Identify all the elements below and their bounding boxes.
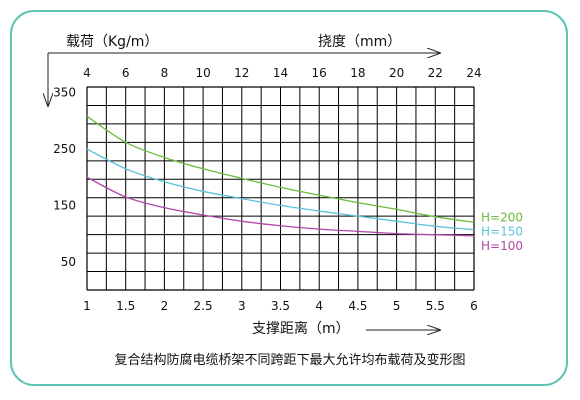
- x-tick-label: 4: [315, 299, 323, 313]
- y-tick-label: 350: [53, 86, 76, 100]
- x2-tick-label: 16: [312, 66, 327, 80]
- series-label-h150: H=150: [481, 225, 523, 239]
- label-layer: 1 1.5 2 2.5 3 3.5 4 4.5 5 5.5 6 4 6 8 10 12 14 16 18 20 22 24…: [53, 66, 523, 313]
- x2-tick-label: 4: [83, 66, 91, 80]
- x-tick-label: 5: [393, 299, 401, 313]
- top-right-label: 挠度（mm）: [318, 34, 401, 50]
- series-line-h150: [86, 148, 475, 231]
- x2-tick-label: 18: [350, 66, 365, 80]
- x2-tick-label: 24: [466, 66, 481, 80]
- x-tick-label: 2: [161, 299, 169, 313]
- x-tick-label: 1.5: [116, 299, 135, 313]
- y-tick-label: 50: [61, 255, 76, 269]
- y-tick-label: 150: [53, 198, 76, 212]
- grid-layer: [86, 86, 475, 291]
- series-line-h100: [86, 176, 475, 237]
- x-tick-label: 2.5: [194, 299, 213, 313]
- bottom-label: 支撑距离（m）: [252, 320, 350, 337]
- x2-tick-label: 10: [195, 66, 210, 80]
- x-tick-label: 1: [83, 299, 91, 313]
- x2-tick-label: 22: [428, 66, 443, 80]
- y-tick-label: 250: [53, 142, 76, 156]
- chart-caption: 复合结构防腐电缆桥架不同跨距下最大允许均布载荷及变形图: [114, 353, 466, 368]
- x2-tick-label: 8: [161, 66, 169, 80]
- x-tick-label: 6: [470, 299, 478, 313]
- x-tick-label: 3.5: [271, 299, 290, 313]
- chart-frame: [10, 10, 568, 386]
- series-line-h200: [86, 115, 475, 223]
- top-left-label: 载荷（Kg/m）: [66, 34, 158, 50]
- x2-tick-label: 20: [389, 66, 404, 80]
- x2-tick-label: 12: [234, 66, 249, 80]
- x-tick-label: 3: [238, 299, 246, 313]
- series-label-h100: H=100: [481, 239, 523, 253]
- series-label-h200: H=200: [481, 210, 523, 224]
- x-tick-label: 4.5: [348, 299, 367, 313]
- x-tick-label: 5.5: [426, 299, 445, 313]
- x2-tick-label: 14: [273, 66, 288, 80]
- x2-tick-label: 6: [122, 66, 130, 80]
- series-layer: [86, 115, 475, 237]
